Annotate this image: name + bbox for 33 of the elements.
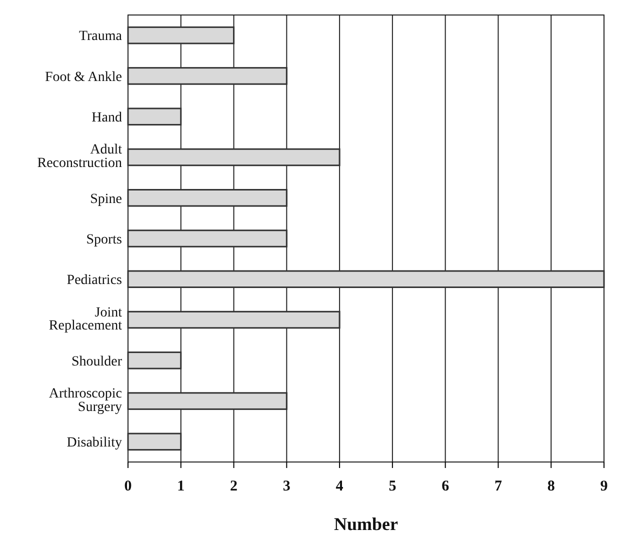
y-tick-label: Arthroscopic Surgery	[48, 386, 122, 415]
bar	[127, 310, 340, 329]
x-tick-label: 3	[282, 478, 290, 494]
y-tick-label: Hand	[92, 110, 122, 126]
y-tick-label: Shoulder	[71, 354, 122, 370]
y-tick-label: Pediatrics	[66, 273, 122, 288]
bar	[127, 108, 182, 126]
y-tick-label: Disability	[66, 436, 122, 451]
x-tick-label: 1	[177, 478, 185, 494]
bar	[127, 392, 288, 410]
bar	[127, 432, 182, 451]
x-tick-label: 6	[442, 478, 450, 494]
y-tick-label: Spine	[90, 192, 122, 207]
y-tick-label: Foot & Ankle	[44, 70, 122, 85]
bar	[127, 148, 340, 166]
x-tick-label: 2	[230, 478, 238, 494]
x-axis-title: Number	[334, 514, 398, 534]
x-tick-label: 4	[336, 478, 344, 494]
x-tick-label: 8	[547, 478, 555, 494]
x-tick-label: 9	[600, 478, 608, 494]
y-tick-label: Adult Reconstruction	[37, 142, 122, 172]
x-tick-label: 5	[388, 478, 396, 494]
x-tick-label: 7	[494, 478, 502, 494]
bar	[127, 188, 288, 207]
bar	[127, 26, 235, 44]
bar	[127, 67, 288, 85]
y-tick-label: Sports	[86, 232, 122, 248]
bar	[127, 352, 182, 370]
x-tick-label: 0	[124, 478, 132, 494]
bar	[127, 270, 605, 288]
y-tick-label: Joint Replacement	[48, 305, 122, 334]
y-tick-label: Trauma	[78, 29, 123, 44]
bar	[127, 230, 288, 248]
